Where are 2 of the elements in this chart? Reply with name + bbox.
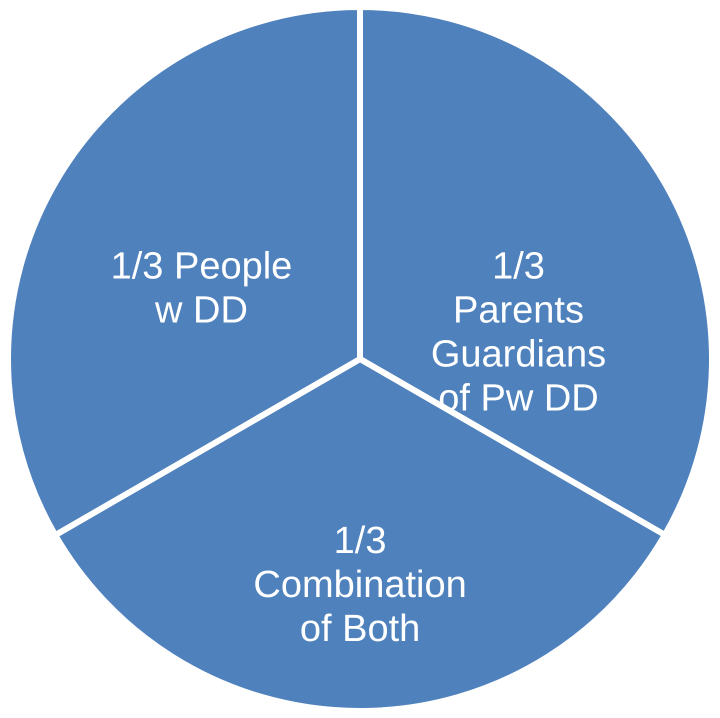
slice-label: 1/3 Combination of Both bbox=[253, 520, 467, 650]
slice-label: 1/3 People w DD bbox=[110, 246, 292, 332]
